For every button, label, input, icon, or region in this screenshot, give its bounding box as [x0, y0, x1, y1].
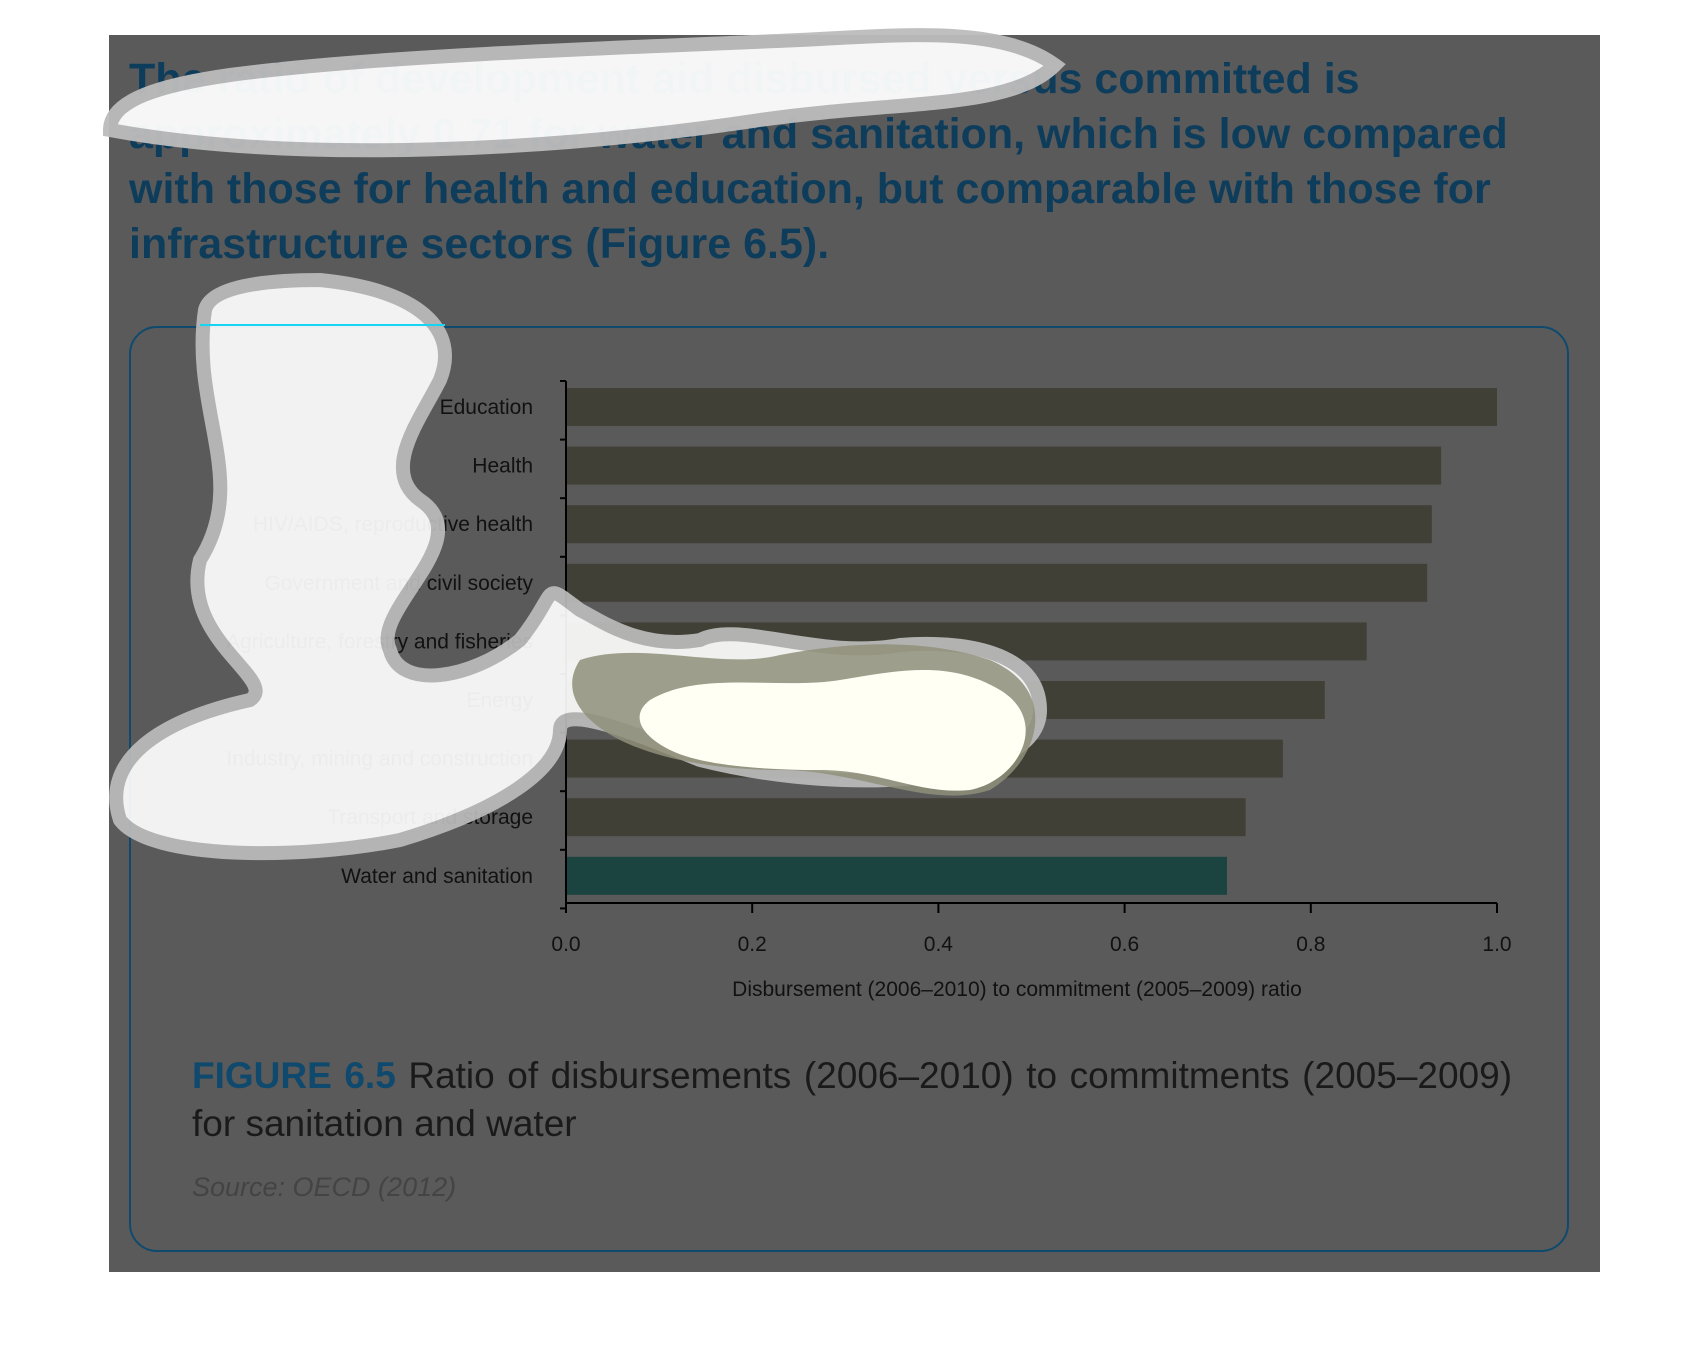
x-tick-label: 1.0 — [1482, 933, 1511, 956]
accent-line — [200, 324, 445, 326]
bar-hiv-aids-reproductive-health — [566, 505, 1432, 544]
category-label: Energy — [466, 689, 533, 712]
figure-caption: FIGURE 6.5 Ratio of disbursements (2006–… — [192, 1052, 1512, 1148]
category-label: Agriculture, forestry and fisheries — [226, 630, 533, 653]
bar-health — [566, 446, 1442, 485]
x-axis-title: Disbursement (2006–2010) to commitment (… — [732, 978, 1302, 1001]
bar-agriculture-forestry-and-fisheries — [566, 622, 1367, 661]
bar-transport-and-storage — [566, 798, 1246, 837]
bars-group — [566, 388, 1497, 895]
bar-education — [566, 388, 1497, 426]
figure-number: FIGURE 6.5 — [192, 1055, 396, 1096]
category-labels: Education Health HIV/AIDS, reproductive he… — [226, 396, 533, 888]
x-tick-label: 0.6 — [1110, 933, 1139, 956]
bar-water-and-sanitation — [566, 856, 1228, 895]
category-label: Transport and storage — [327, 806, 533, 829]
x-tick-label: 0.0 — [551, 933, 580, 956]
x-tick-label: 0.4 — [924, 933, 954, 956]
x-tick-label: 0.8 — [1296, 933, 1325, 956]
bar-energy — [566, 681, 1325, 719]
figure-caption-text: Ratio of disbursements (2006–2010) to co… — [192, 1055, 1513, 1144]
source-note: Source: OECD (2012) — [192, 1172, 457, 1202]
category-label: Health — [472, 455, 533, 478]
bar-government-and-civil-society — [566, 563, 1428, 602]
category-label: Water and sanitation — [341, 865, 533, 888]
category-label: Government and civil society — [265, 572, 534, 595]
x-tick-label: 0.2 — [738, 933, 767, 956]
category-label: HIV/AIDS, reproductive health — [253, 513, 533, 536]
bar-industry-mining-and-construction — [566, 739, 1283, 778]
category-label: Education — [440, 396, 533, 419]
category-label: Industry, mining and construction — [226, 748, 533, 771]
